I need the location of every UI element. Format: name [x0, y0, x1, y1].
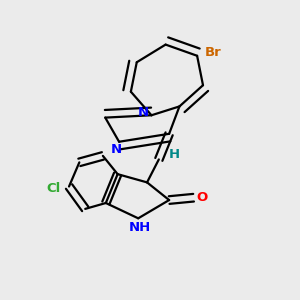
Text: H: H — [169, 148, 180, 160]
Text: N: N — [111, 142, 122, 156]
Text: Cl: Cl — [46, 182, 61, 195]
Text: N: N — [138, 106, 149, 119]
Text: O: O — [196, 191, 207, 204]
Text: Br: Br — [205, 46, 222, 59]
Text: NH: NH — [129, 220, 151, 234]
